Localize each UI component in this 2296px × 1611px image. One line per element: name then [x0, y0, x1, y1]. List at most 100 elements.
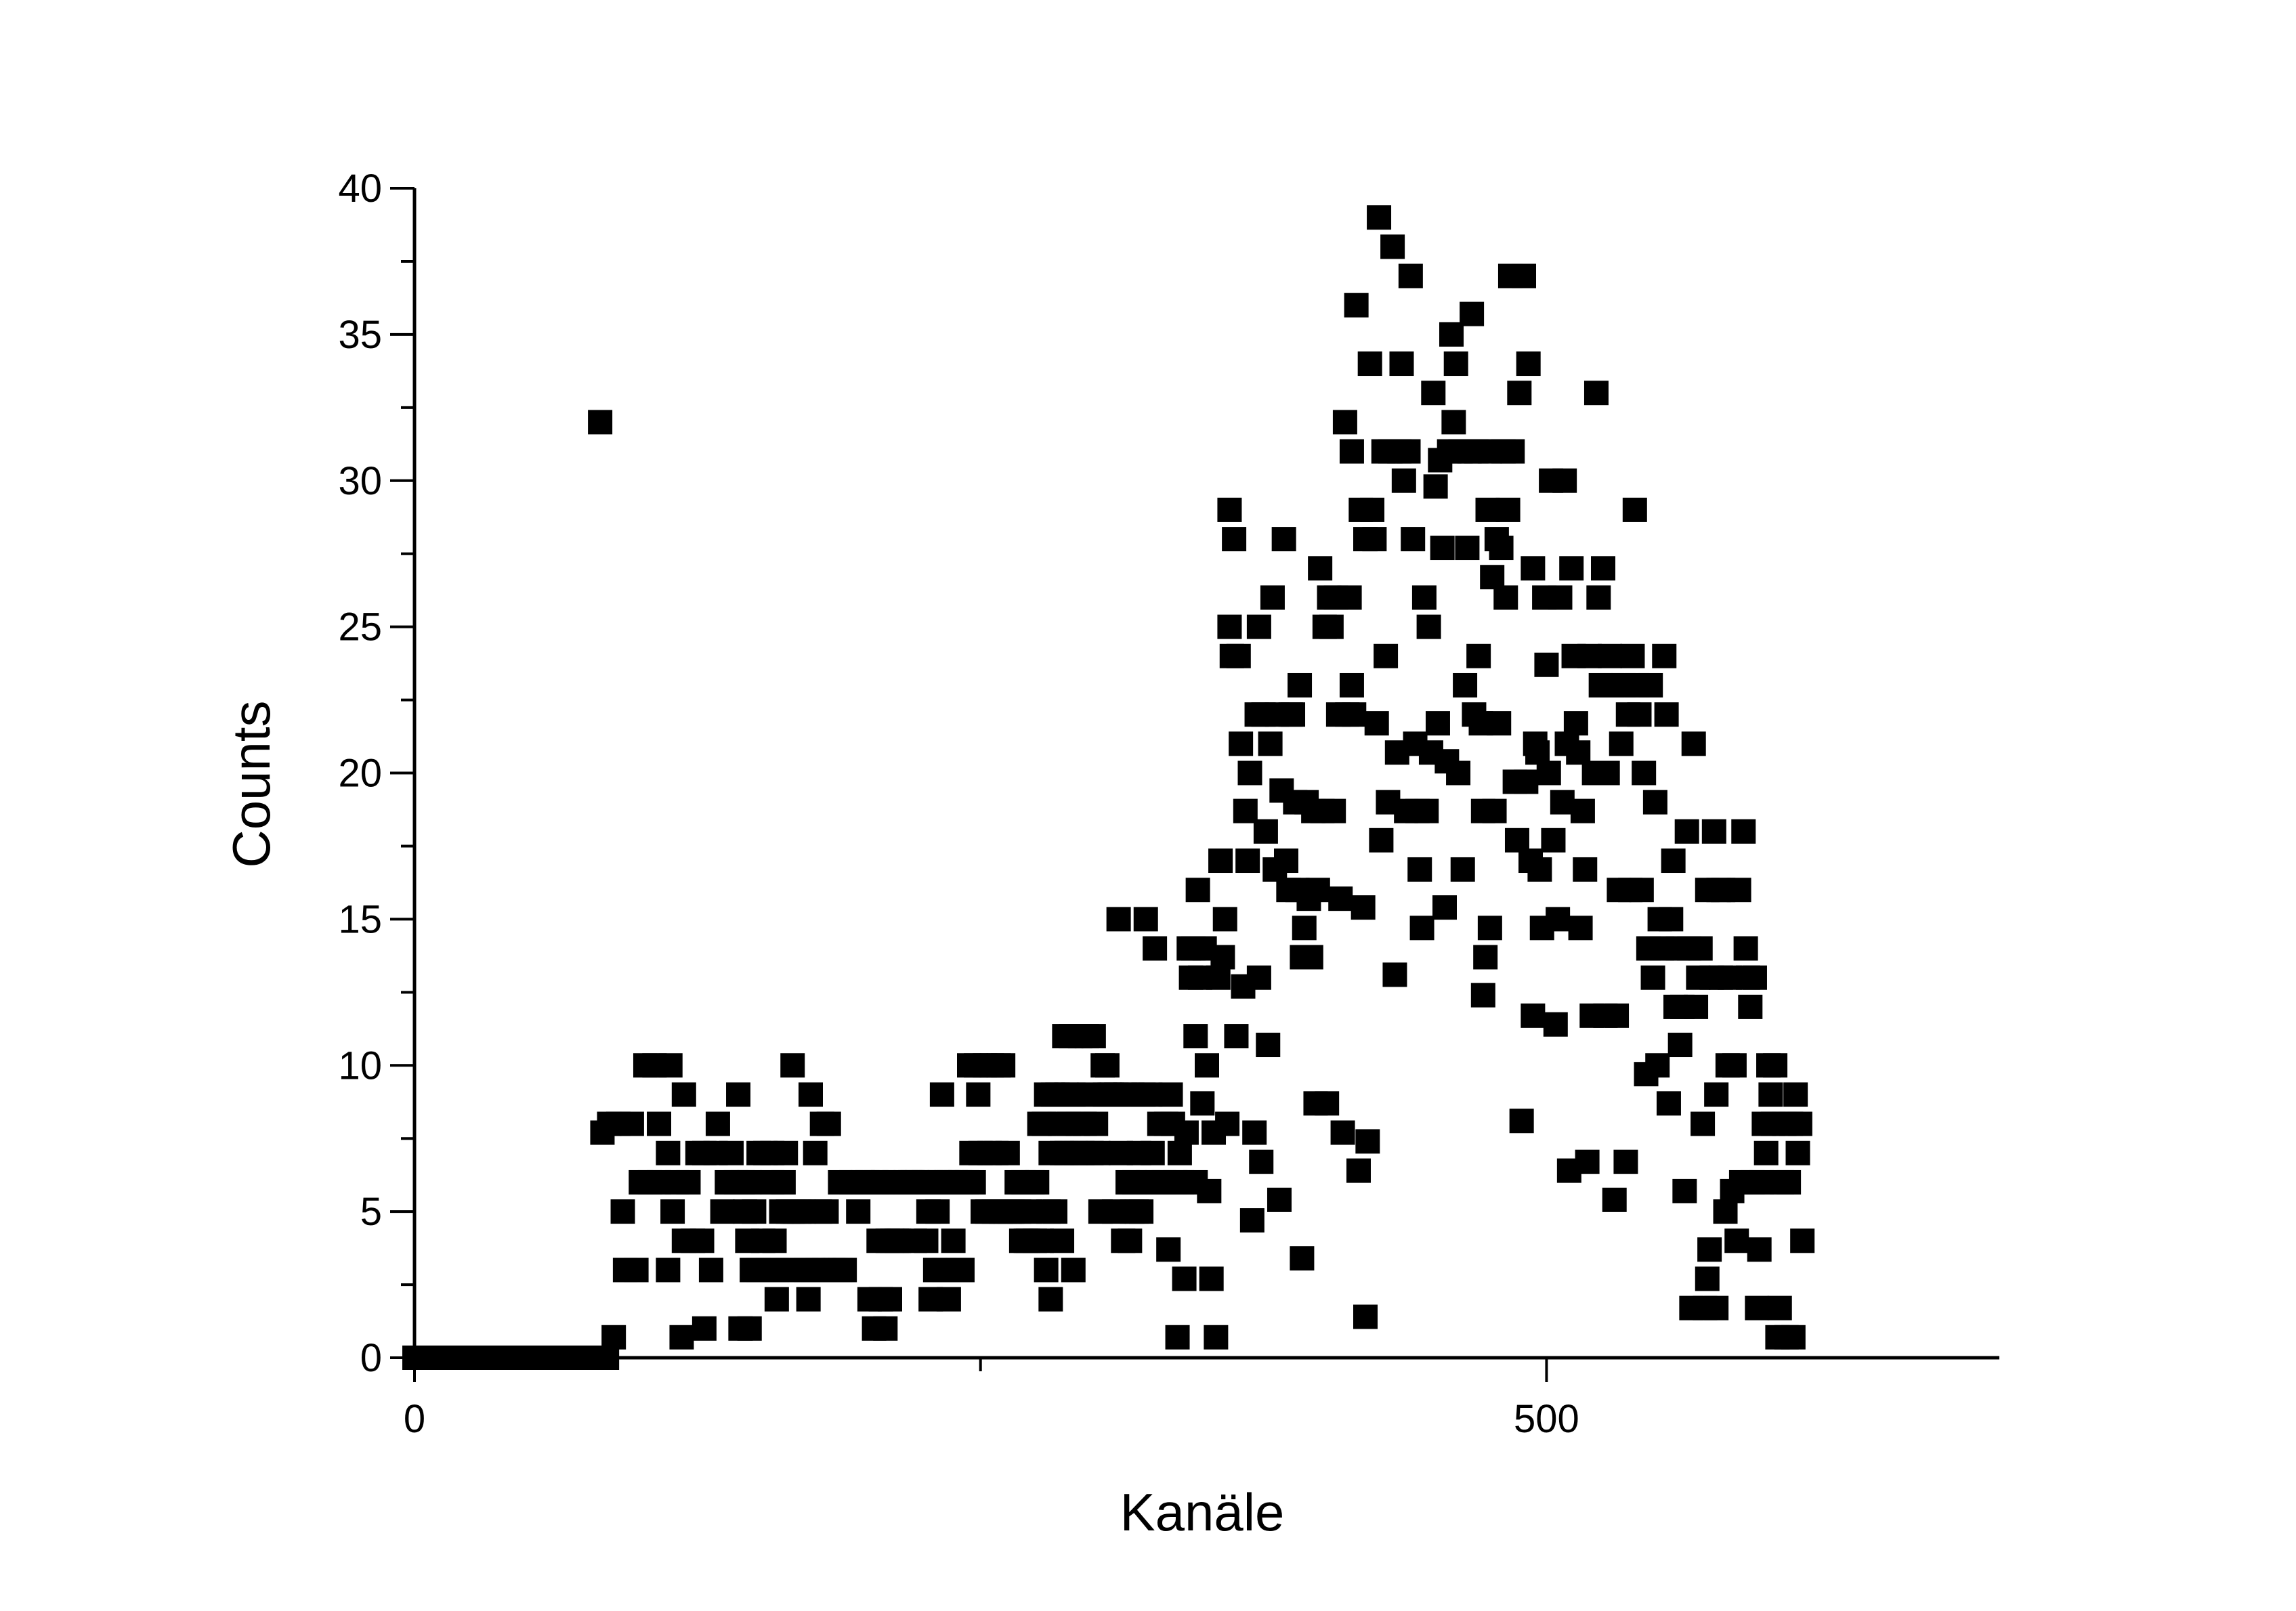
data-point [1466, 643, 1491, 668]
data-point [1197, 1178, 1222, 1203]
data-point [1507, 381, 1532, 406]
data-point [1414, 798, 1439, 823]
data-point [660, 1199, 685, 1224]
data-point [1174, 1120, 1199, 1145]
data-point [1156, 1237, 1181, 1262]
data-point [1346, 1158, 1371, 1183]
data-point [1749, 1169, 1774, 1195]
data-point [1330, 1120, 1355, 1145]
data-point [1777, 1169, 1802, 1195]
data-point [1288, 672, 1313, 697]
data-point [1298, 945, 1323, 970]
data-point [1382, 962, 1407, 987]
data-point [1591, 556, 1615, 581]
data-point [619, 1111, 644, 1136]
data-point [1495, 497, 1521, 522]
data-point [676, 1169, 701, 1195]
data-point [1681, 731, 1706, 756]
data-point [1401, 527, 1426, 552]
x-tick-label: 500 [1514, 1397, 1579, 1441]
data-point [1504, 828, 1529, 853]
data-point [1344, 293, 1369, 318]
data-point [1292, 916, 1317, 941]
data-point [689, 1228, 715, 1253]
data-point [1602, 1187, 1627, 1212]
data-point [1421, 381, 1446, 406]
data-point [1632, 760, 1657, 786]
data-point [1380, 234, 1405, 259]
data-point [1118, 1228, 1143, 1253]
data-point [1704, 1082, 1729, 1107]
data-point [1165, 1325, 1190, 1350]
data-point [1536, 760, 1561, 786]
data-point [1106, 907, 1131, 932]
data-point [1586, 585, 1611, 610]
data-point [799, 1082, 823, 1107]
data-point [1661, 849, 1686, 874]
data-point [1521, 556, 1546, 581]
data-point [1480, 565, 1505, 590]
data-point [1783, 1082, 1808, 1107]
data-point [1239, 1208, 1264, 1233]
data-point [1210, 945, 1235, 970]
data-point [1226, 643, 1251, 668]
data-point [1215, 1111, 1240, 1136]
data-point [1514, 769, 1539, 794]
data-point [595, 1346, 620, 1370]
data-point [1455, 536, 1480, 561]
data-point [1133, 907, 1158, 932]
data-point [737, 1316, 762, 1341]
data-point [1595, 760, 1620, 786]
data-point [1185, 878, 1210, 903]
data-point [1235, 849, 1260, 874]
data-point [1640, 965, 1665, 990]
data-point [1742, 965, 1767, 990]
y-tick-label: 10 [338, 1044, 382, 1088]
data-point [601, 1325, 626, 1350]
data-point [1489, 536, 1514, 561]
data-point [1398, 263, 1423, 288]
data-point [1441, 410, 1466, 435]
data-point [1704, 1295, 1729, 1320]
data-point [1500, 439, 1525, 464]
data-point [1758, 1082, 1783, 1107]
data-point [1453, 672, 1478, 697]
data-point [1140, 1140, 1165, 1165]
data-point [698, 1258, 723, 1283]
data-point [1355, 1129, 1380, 1154]
data-point [647, 1111, 672, 1136]
data-point [1691, 1111, 1716, 1136]
data-point [1559, 556, 1584, 581]
data-point [1206, 965, 1231, 990]
data-point [1470, 983, 1495, 1008]
data-point [1731, 819, 1756, 844]
data-point [1305, 878, 1330, 903]
data-point [846, 1199, 871, 1224]
data-point [1195, 1053, 1219, 1078]
data-point [1204, 1325, 1229, 1350]
data-point [1229, 731, 1254, 756]
data-point [1258, 731, 1283, 756]
data-point [1094, 1053, 1120, 1078]
data-point [1475, 497, 1500, 522]
data-point [669, 1325, 694, 1350]
data-point [936, 1287, 961, 1312]
data-point [1439, 322, 1464, 347]
axis-tick-labels: 0 5 10 15 20 25 30 35 40 0 500 [338, 167, 1579, 1441]
data-point [1043, 1199, 1068, 1224]
data-point [1319, 614, 1344, 639]
data-point [1509, 1109, 1534, 1134]
data-point [610, 1199, 635, 1224]
data-point [1342, 702, 1367, 727]
data-point [1308, 556, 1333, 581]
data-point [1573, 857, 1598, 882]
data-point [1516, 351, 1541, 377]
data-point [1722, 1053, 1747, 1078]
data-point [1563, 711, 1588, 736]
data-point [1652, 643, 1677, 668]
data-point [1747, 1237, 1772, 1262]
data-point [710, 1199, 735, 1224]
y-tick-label: 30 [338, 459, 382, 503]
data-point [1550, 790, 1575, 815]
data-point [1552, 468, 1577, 493]
